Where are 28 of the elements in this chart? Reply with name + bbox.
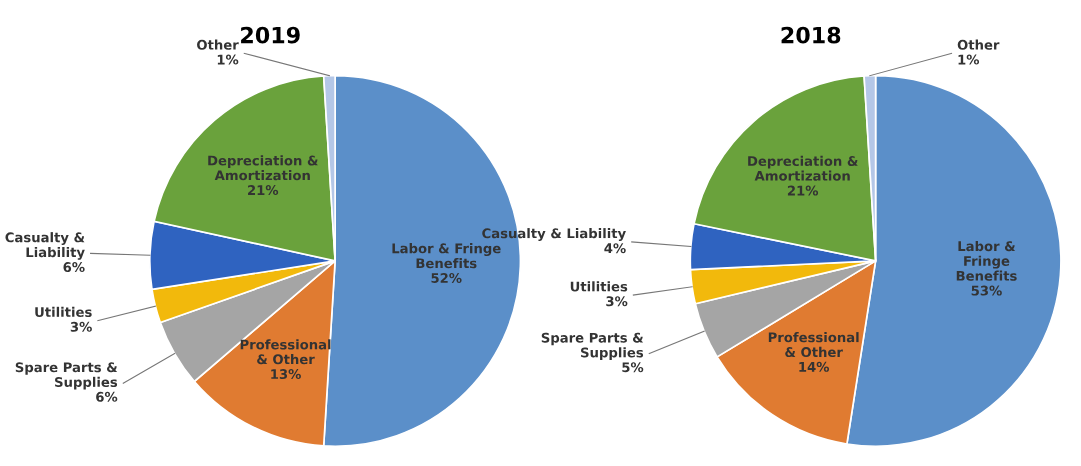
slice-label: Labor & Fringe Benefits: [956, 240, 1017, 281]
slice-label: Spare Parts & Supplies: [541, 332, 644, 361]
data-label: 53%: [971, 285, 1002, 296]
data-label: 1%: [217, 54, 239, 65]
slice-label: Other: [957, 39, 1000, 50]
slice-label: Utilities: [35, 306, 92, 318]
data-label: 6%: [96, 391, 118, 402]
chart-title: 2019: [241, 26, 300, 44]
slice-label: Depreciation & Amortization: [208, 155, 318, 181]
data-label: 4%: [604, 243, 626, 254]
slice-label: Professional & Other: [768, 332, 859, 358]
data-label: 5%: [622, 362, 644, 373]
data-label: 13%: [271, 369, 301, 380]
data-label: 1%: [958, 54, 980, 65]
slice-label: Depreciation & Amortization: [748, 155, 858, 181]
slice-label: Other: [197, 39, 239, 50]
chart-title: 2018: [781, 26, 841, 44]
data-label: 3%: [70, 321, 92, 332]
data-label: 14%: [799, 361, 830, 372]
data-label: 6%: [63, 262, 85, 273]
slice-label: Utilities: [570, 281, 628, 292]
data-label: 21%: [787, 185, 819, 196]
data-label: 21%: [248, 185, 279, 196]
slice-label: Spare Parts & Supplies: [15, 362, 118, 390]
data-label: 3%: [606, 296, 628, 307]
data-label: 52%: [431, 273, 462, 283]
slice-label: Casualty & Liability: [5, 232, 85, 260]
slice-label: Labor & Fringe Benefits: [392, 243, 501, 269]
